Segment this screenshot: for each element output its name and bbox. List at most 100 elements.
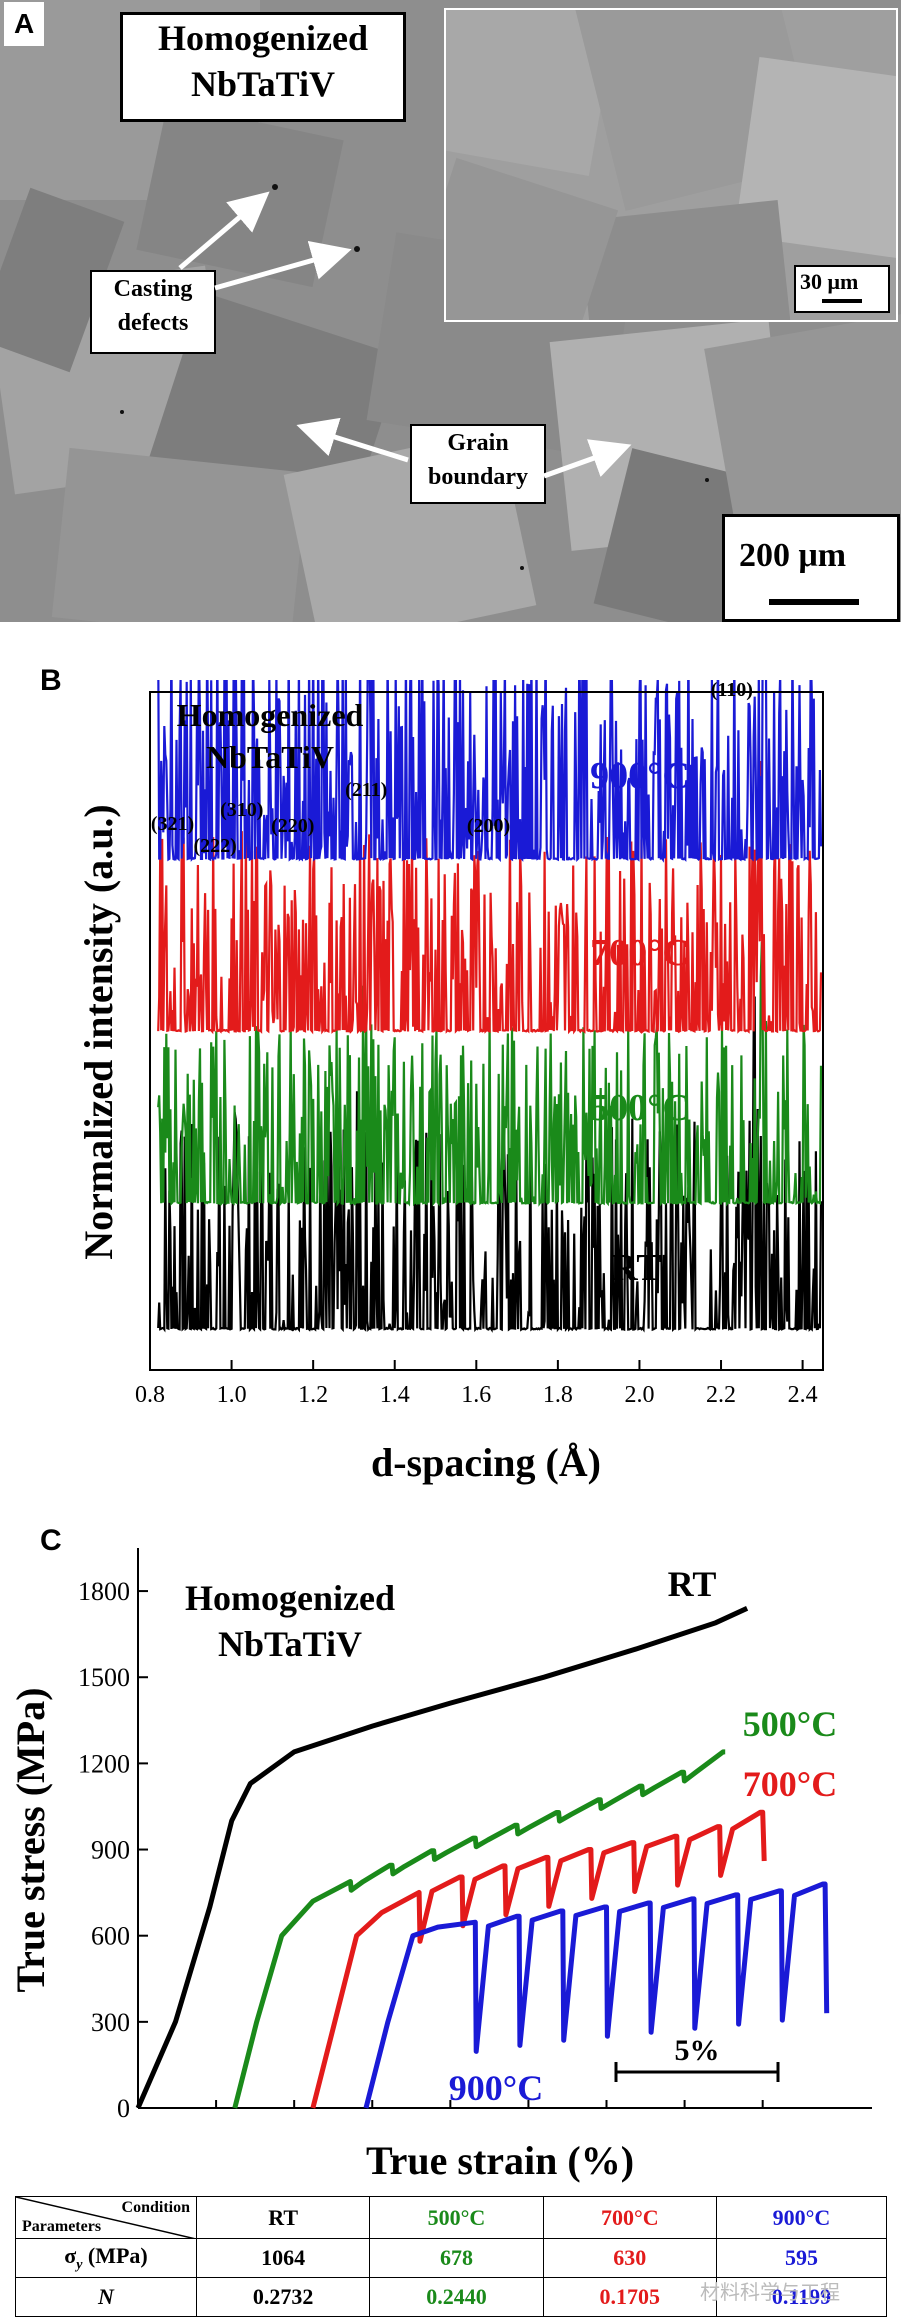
panel-c-letter: C: [40, 1524, 62, 1557]
xrd-x-tick-label: 1.2: [298, 1382, 328, 1408]
xrd-y-axis-label: Normalized intensity (a.u.): [76, 804, 121, 1260]
xrd-x-tick-label: 1.4: [380, 1382, 410, 1408]
xrd-peak-label: (211): [345, 779, 387, 801]
main-scale-label: 200 μm: [739, 537, 847, 574]
stress-y-tick-label: 1200: [78, 1749, 130, 1778]
table-cell: 0.1705: [542, 2277, 717, 2317]
xrd-peak-labels: (321)(222) (310) (220) (211) (200) (110): [151, 680, 753, 857]
xrd-x-tick-label: 2.4: [788, 1382, 818, 1408]
table-row-label-n: N: [15, 2277, 197, 2317]
inset-scale-bar: [822, 299, 862, 303]
table-col-700: 700°C: [542, 2196, 717, 2239]
table-cell: 678: [369, 2238, 544, 2278]
xrd-x-ticks: 0.8 1.0 1.2 1.4 1.6 1.8 2.0 2.2 2.4: [135, 1360, 818, 1408]
grain-boundary-line2: boundary: [427, 464, 529, 490]
grain-boundary-line1: Grain: [447, 430, 509, 456]
xrd-series-line-RT: [157, 996, 823, 1333]
arrow-grain-1: [296, 417, 409, 463]
xrd-x-axis-label: d-spacing (Å): [371, 1440, 601, 1485]
stress-x-axis-label: True strain (%): [366, 2138, 634, 2183]
xrd-series-group: [157, 680, 823, 1333]
defect-dot: [272, 184, 278, 190]
stress-y-tick-label: 300: [91, 2008, 130, 2037]
xrd-x-tick-label: 1.0: [217, 1382, 247, 1408]
xrd-peak-label: (222): [193, 835, 236, 857]
stress-series-line-RT: [135, 1606, 749, 2109]
panel-a-letter: A: [4, 2, 45, 46]
xrd-peak-label: (321): [151, 813, 194, 835]
main-scale-bar: [769, 599, 859, 605]
casting-defects-line2: defects: [117, 310, 189, 336]
xrd-label-700: 700°C: [590, 932, 690, 974]
inset-scale-box: 30 μm: [794, 265, 890, 313]
stress-title-line2: NbTaTiV: [218, 1624, 362, 1664]
stress-strain-chart: 0 300 600 900 1200 1500 1800 Homogenized NbTaT…: [8, 1548, 872, 2183]
table-corner-condition: Condition: [121, 2199, 190, 2216]
stress-y-tick-label: 900: [91, 1836, 130, 1865]
stress-label-rt: RT: [668, 1564, 717, 1604]
sem-micrograph: 30 μm A Homogenized NbTaTiV Casting defe…: [0, 0, 901, 622]
panel-a-title: Homogenized NbTaTiV: [120, 12, 406, 122]
stress-series-line-500C: [232, 1749, 726, 2109]
panel-a-title-line2: NbTaTiV: [190, 64, 336, 104]
table-row: N 0.2732 0.2440 0.1705 0.1199: [15, 2277, 888, 2317]
xrd-series-line-700C: [157, 760, 823, 1035]
table-col-900: 900°C: [715, 2196, 888, 2239]
stress-y-axis-label: True stress (MPa): [8, 1687, 53, 1992]
xrd-title-line2: NbTaTiV: [206, 739, 334, 775]
arrow-grain-2: [543, 439, 632, 479]
xrd-x-tick-label: 2.2: [706, 1382, 736, 1408]
xrd-peak-label: (310): [220, 799, 263, 821]
panel-a-arrows: [178, 191, 632, 479]
table-row: σy (MPa) 1064 678 630 595: [15, 2238, 888, 2278]
grain-boundary-label: Grain boundary: [410, 424, 546, 504]
defect-dot: [354, 246, 360, 252]
table-row-label-sigma: σy (MPa): [15, 2238, 197, 2278]
xrd-x-tick-label: 0.8: [135, 1382, 165, 1408]
table-header-row: Condition Parameters RT 500°C 700°C 900°…: [15, 2196, 888, 2239]
watermark: 材料科学与工程: [700, 2280, 840, 2304]
stress-y-tick-label: 1800: [78, 1577, 130, 1606]
inset-scale-label: 30 μm: [800, 269, 859, 294]
parameters-table: Condition Parameters RT 500°C 700°C 900°…: [15, 2196, 888, 2317]
arrow-defect-1: [178, 191, 270, 270]
panel-a-title-line1: Homogenized: [158, 18, 368, 58]
table-cell: 0.2440: [369, 2277, 544, 2317]
stress-series-line-700C: [310, 1809, 767, 2109]
stress-y-tick-label: 1500: [78, 1663, 130, 1692]
table-col-500: 500°C: [369, 2196, 544, 2239]
table-corner-parameters: Parameters: [22, 2218, 102, 2235]
casting-defects-label: Casting defects: [90, 270, 216, 354]
xrd-peak-label: (220): [271, 815, 314, 837]
table-cell: 1064: [195, 2238, 371, 2278]
table-corner-diagonal: [16, 2197, 196, 2239]
defect-dot: [705, 478, 709, 482]
stress-title-line1: Homogenized: [185, 1578, 395, 1618]
xrd-x-tick-label: 1.6: [461, 1382, 491, 1408]
arrow-defect-2: [214, 240, 352, 291]
xrd-series-line-900C: [157, 680, 823, 863]
stress-axes: 0 300 600 900 1200 1500 1800: [78, 1548, 872, 2123]
table-cell: 0.1199: [715, 2277, 888, 2317]
table-col-rt: RT: [195, 2196, 371, 2239]
xrd-x-tick-label: 1.8: [543, 1382, 573, 1408]
xrd-peak-label: (200): [467, 815, 510, 837]
table-cell: 630: [542, 2238, 717, 2278]
xrd-label-900: 900°C: [590, 755, 690, 797]
casting-defects-line1: Casting: [113, 276, 193, 302]
stress-label-500: 500°C: [743, 1704, 837, 1744]
xrd-plot-frame: [149, 691, 824, 1371]
stress-series-line-900C: [363, 1881, 830, 2109]
xrd-label-500: 500°C: [590, 1087, 690, 1129]
table-corner-cell: Condition Parameters: [15, 2196, 197, 2239]
stress-label-900: 900°C: [449, 2068, 543, 2108]
scale-bar-label: 5%: [675, 2034, 720, 2067]
inset-micrograph: 30 μm: [444, 8, 898, 322]
xrd-chart: 0.8 1.0 1.2 1.4 1.6 1.8 2.0 2.2 2.4 Homogenized …: [76, 680, 824, 1485]
stress-series-group: [135, 1606, 830, 2109]
xrd-peak-label: (110): [711, 680, 753, 701]
defect-dot: [520, 566, 524, 570]
xrd-label-rt: RT: [610, 1247, 661, 1289]
xrd-x-tick-label: 2.0: [624, 1382, 654, 1408]
stress-y-tick-label: 0: [117, 2094, 130, 2123]
